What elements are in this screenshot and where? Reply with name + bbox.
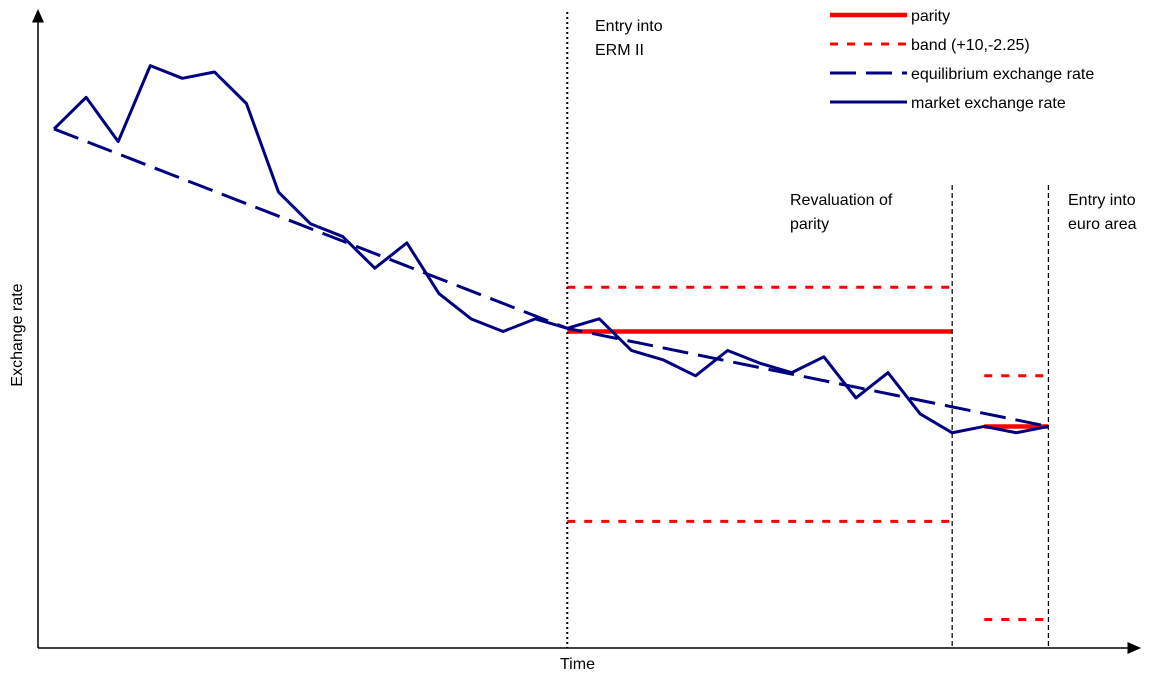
x-axis-label: Time [560,656,595,673]
annotation-euro-line-0: Entry into [1068,192,1136,209]
market-series [52,64,1049,435]
annotation-erm-line-0: Entry into [595,18,663,35]
legend-label-market: market exchange rate [911,95,1066,112]
annotations: Entry into ERM II Revaluation of parity Entr… [595,18,1137,233]
annotation-erm-line-1: ERM II [595,42,644,59]
annotation-reval-line-0: Revaluation of [790,192,893,209]
legend-label-parity: parity [911,8,950,25]
equilibrium-line [53,127,1049,428]
y-axis-label: Exchange rate [9,283,26,386]
legend: parity band (+10,-2.25) equilibrium exchan… [830,8,1094,112]
event-lines [566,12,1049,648]
legend-label-band: band (+10,-2.25) [911,37,1030,54]
equilibrium-series [53,127,1049,428]
annotation-euro-line-1: euro area [1068,216,1137,233]
market-line [52,64,1049,435]
annotation-reval-line-1: parity [790,216,829,233]
legend-label-equilibrium: equilibrium exchange rate [911,66,1094,83]
band-lines [567,285,1049,622]
parity-lines [567,329,1049,429]
